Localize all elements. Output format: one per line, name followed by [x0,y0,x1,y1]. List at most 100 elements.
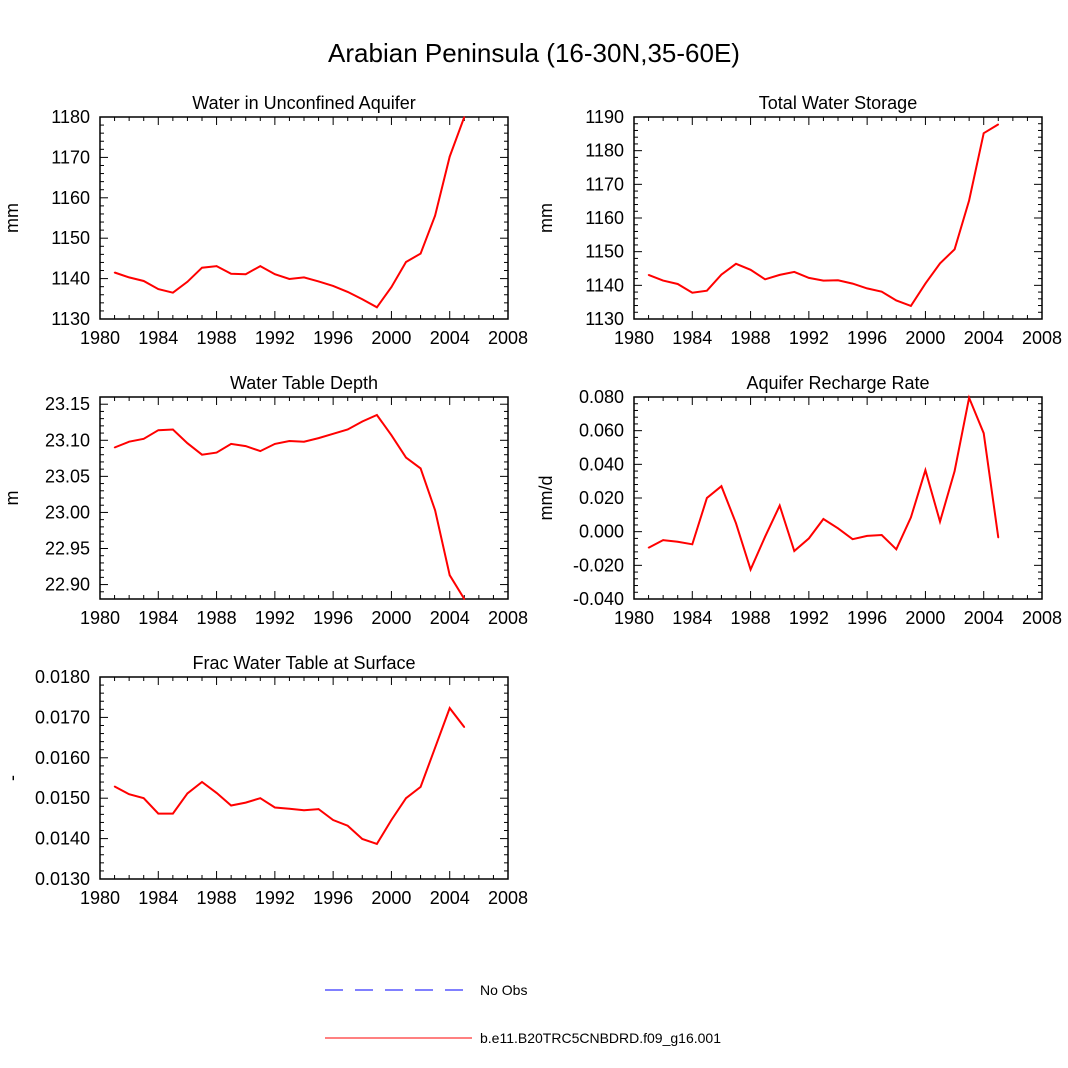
y-tick-label: 22.90 [45,575,90,595]
x-tick-label: 1992 [255,888,295,908]
data-point [113,446,116,449]
x-tick-label: 2004 [430,888,470,908]
data-point [837,279,839,282]
y-tick-label: 1190 [585,107,624,127]
data-point [808,537,810,540]
data-point [982,432,985,434]
x-tick-label: 1980 [614,328,654,348]
y-tick-label: 23.05 [45,466,90,486]
data-point [720,273,723,276]
data-point [317,280,320,283]
data-point [749,568,752,571]
data-point [662,279,664,282]
y-tick-label: 1160 [585,208,624,228]
data-point [215,451,218,454]
data-point [837,527,839,530]
data-point [880,534,883,536]
data-point [113,271,116,274]
y-tick-label: 0.060 [579,421,624,441]
data-point [317,437,320,439]
x-tick-label: 2008 [1022,608,1062,628]
data-point [201,781,203,783]
y-tick-label: 1130 [51,309,90,329]
data-point [953,470,956,472]
y-tick-label: 1180 [51,107,90,127]
data-point [822,279,825,282]
data-point [215,792,218,794]
data-point [647,546,650,549]
x-tick-label: 1996 [313,328,353,348]
data-point [910,305,912,307]
data-point [939,262,941,265]
data-point [405,797,407,799]
x-tick-label: 1988 [731,328,771,348]
panel-title: Total Water Storage [759,93,917,113]
plot-frame [99,396,509,600]
data-point [434,214,436,217]
y-tick-label: 0.0170 [35,707,90,727]
data-point [793,550,796,552]
data-point [274,443,276,445]
x-tick-label: 1996 [847,328,887,348]
series-line [648,123,999,308]
y-tick-label: 1130 [585,309,624,329]
data-point [997,536,1000,539]
x-tick-label: 2000 [905,608,945,628]
data-point [676,540,679,543]
x-tick-label: 1992 [789,608,829,628]
data-point [793,271,796,273]
panels: Water in Unconfined Aquifer mm 1980 1984 198… [2,93,1062,908]
data-point [851,282,854,285]
data-point [142,280,145,282]
data-point [390,286,393,288]
panel-3: Water Table Depth m 1980 1984 1988 1992 1996 20… [2,373,528,628]
y-tick-label: 0.0160 [35,748,90,768]
data-point [434,746,436,749]
plot-frame [99,116,509,320]
data-point [419,786,422,788]
series-line [114,706,466,846]
data-point [142,438,145,440]
data-point [778,504,781,507]
x-tick-label: 1984 [672,328,712,348]
data-point [128,276,130,279]
panel-1: Water in Unconfined Aquifer mm 1980 1984 198… [2,93,528,348]
data-point [866,287,868,290]
y-tick-label: 0.0130 [35,869,90,889]
data-point [346,824,349,827]
y-tick-label: 1140 [585,275,624,295]
x-tick-label: 2004 [964,328,1004,348]
data-point [376,306,378,309]
data-point [128,440,130,443]
data-point [419,467,422,470]
y-tick-label: 0.080 [579,387,624,407]
data-point [376,843,378,845]
data-point [405,456,407,459]
data-point [186,442,189,444]
data-point [866,535,868,537]
series-line [648,394,1000,573]
legend-label: No Obs [480,982,527,998]
data-point [346,291,349,293]
y-tick-label: 1150 [51,228,90,248]
data-point [764,278,766,281]
data-point [822,518,825,520]
y-tick-label: 1180 [585,141,624,161]
data-point [201,266,203,269]
data-point [463,116,466,118]
x-tick-label: 1980 [614,608,654,628]
data-point [647,274,650,276]
legend: No Obs b.e11.B20TRC5CNBDRD.f09_g16.001 [325,982,721,1046]
data-point [448,155,451,158]
y-axis-label: m [2,491,22,506]
data-point [720,485,723,488]
data-point [332,819,334,821]
data-point [186,281,189,283]
x-tick-label: 1996 [313,608,353,628]
data-point [215,265,218,267]
x-tick-label: 2000 [371,328,411,348]
x-tick-label: 1984 [138,328,178,348]
data-point [764,535,766,538]
x-tick-label: 1988 [197,328,237,348]
